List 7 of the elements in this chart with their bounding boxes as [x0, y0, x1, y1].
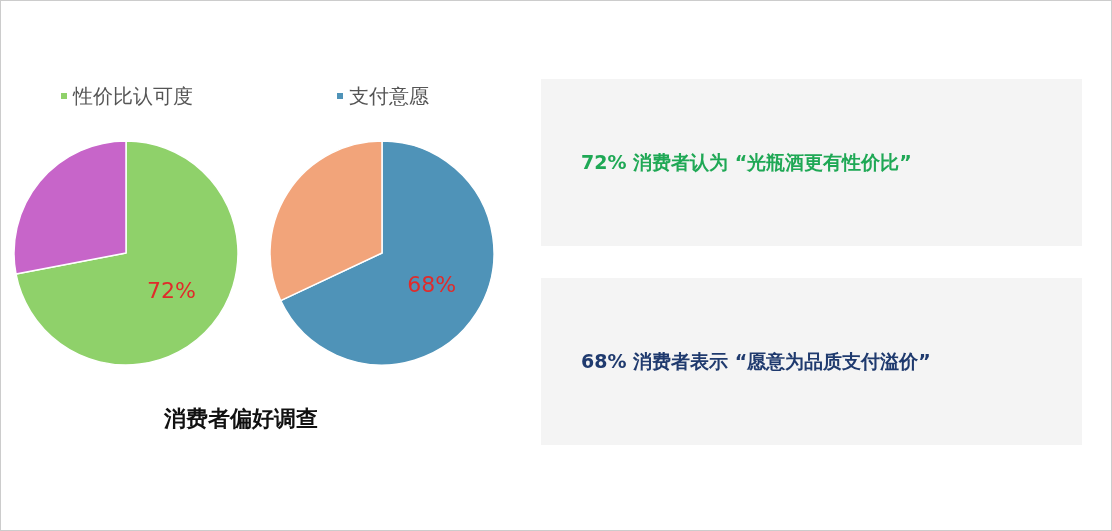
legend-label: 支付意愿	[349, 84, 429, 108]
data-label: 68%	[407, 272, 457, 298]
text: 消费者偏好调查	[163, 405, 319, 433]
text: 68% 消费者表示 “愿意为品质支付溢价”	[581, 348, 931, 374]
legend-label: 性价比认可度	[72, 84, 193, 108]
text: 72% 消费者认为 “光瓶酒更有性价比”	[581, 149, 912, 175]
data-label: 72%	[147, 278, 196, 304]
